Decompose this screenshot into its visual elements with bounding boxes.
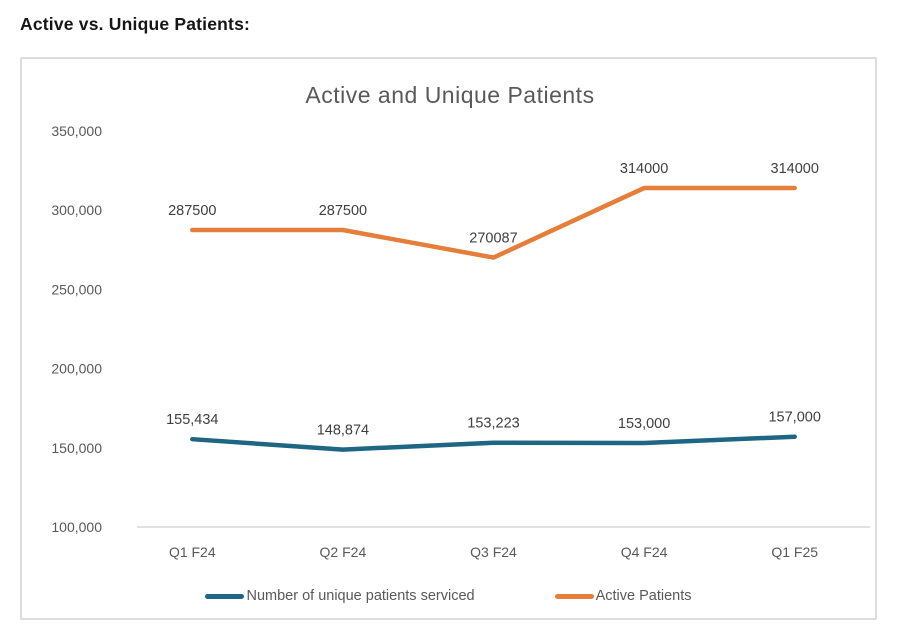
- data-point-label: 157,000: [768, 410, 820, 426]
- legend-item: Active Patients: [554, 588, 692, 604]
- chart-title: Active and Unique Patients: [305, 82, 594, 108]
- data-point-label: 314000: [620, 161, 668, 177]
- y-axis-tick-label: 250,000: [51, 281, 102, 297]
- legend-item: Number of unique patients serviced: [205, 588, 475, 604]
- y-axis-tick-label: 300,000: [51, 202, 102, 218]
- legend-line-swatch: [205, 593, 245, 599]
- page-heading: Active vs. Unique Patients:: [20, 14, 251, 34]
- legend-label: Number of unique patients serviced: [246, 588, 475, 604]
- x-axis-category-label: Q1 F24: [169, 544, 216, 560]
- y-axis-tick-label: 350,000: [51, 123, 102, 139]
- data-point-label: 287500: [319, 203, 367, 219]
- y-axis-tick-label: 150,000: [51, 440, 102, 456]
- x-axis-category-label: Q2 F24: [320, 544, 367, 560]
- data-point-label: 153,223: [467, 416, 519, 432]
- chart-container: Active and Unique Patients 100,000 150,000…: [20, 57, 877, 620]
- y-axis-tick-label: 200,000: [51, 361, 102, 377]
- data-point-label: 287500: [168, 203, 216, 219]
- y-axis-tick-label: 100,000: [51, 519, 102, 535]
- x-axis-category-label: Q3 F24: [470, 544, 517, 560]
- series-line: [190, 434, 797, 452]
- data-point-label: 270087: [469, 231, 517, 247]
- chart-legend: Number of unique patients serviced Active…: [22, 588, 875, 604]
- chart-svg: Active and Unique Patients 100,000 150,000…: [51, 82, 870, 560]
- data-point-label: 148,874: [317, 423, 369, 439]
- data-point-label: 314000: [771, 161, 819, 177]
- x-axis-category-label: Q4 F24: [621, 544, 668, 560]
- data-point-label: 155,434: [166, 412, 218, 428]
- data-point-label: 153,000: [618, 416, 670, 432]
- series-line: [190, 185, 797, 260]
- legend-label: Active Patients: [595, 588, 692, 604]
- legend-line-swatch: [554, 593, 594, 599]
- x-axis-category-label: Q1 F25: [771, 544, 818, 560]
